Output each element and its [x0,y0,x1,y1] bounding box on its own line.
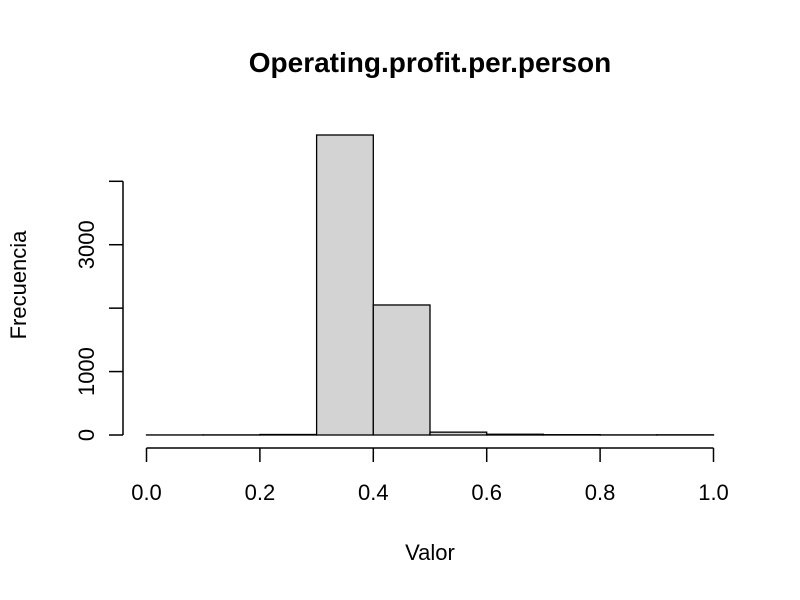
histogram-bar [373,305,430,435]
bars-group [147,135,714,435]
histogram-bar [430,432,487,435]
chart-title: Operating.profit.per.person [249,47,611,78]
y-axis: 0 1000 3000 [74,181,123,441]
histogram-bar [487,434,544,435]
x-axis-label: Valor [405,540,455,565]
x-tick-label: 0.8 [585,480,616,505]
histogram-bar [317,135,374,435]
x-tick-label: 0.2 [245,480,276,505]
x-tick-label: 0.4 [358,480,389,505]
x-tick-label: 0.6 [471,480,502,505]
x-tick-label: 1.0 [698,480,729,505]
y-axis-label: Frecuencia [6,230,31,340]
y-tick-label: 3000 [74,220,99,269]
x-axis: 0.0 0.2 0.4 0.6 0.8 1.0 [131,448,729,505]
y-tick-label: 1000 [74,347,99,396]
x-tick-label: 0.0 [131,480,162,505]
y-tick-label: 0 [74,429,99,441]
histogram-bar [260,434,317,435]
